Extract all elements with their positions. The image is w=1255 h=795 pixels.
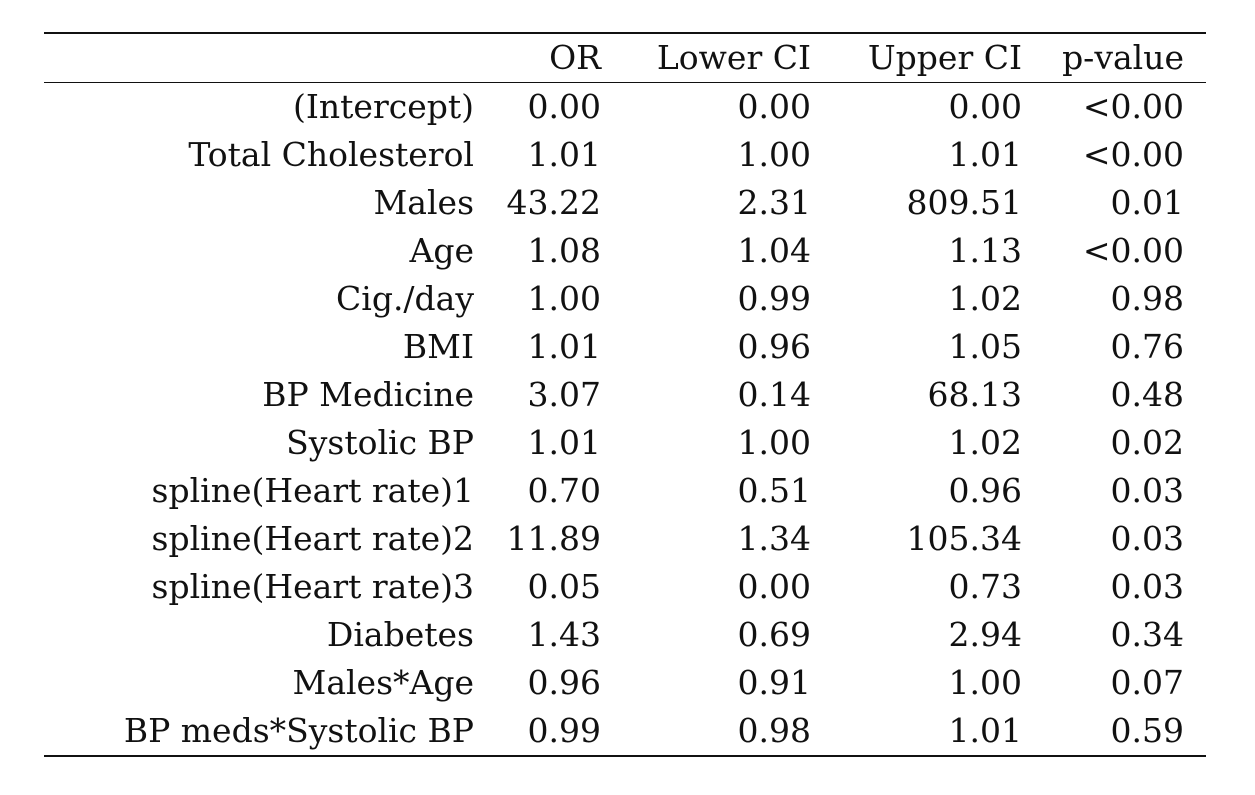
cell-upper-ci: 1.00: [948, 663, 1022, 702]
cell-lower-ci: 0.00: [737, 87, 811, 126]
cell-p-value: <0.00: [1082, 135, 1184, 174]
header-cell-or: OR: [549, 38, 601, 77]
cell-lower-ci: 1.00: [737, 135, 811, 174]
cell-upper-ci: 0.00: [948, 87, 1022, 126]
cell-p-value: 0.03: [1110, 471, 1184, 510]
row-label: Males: [373, 183, 474, 222]
cell-or: 0.00: [527, 87, 601, 126]
cell-lower-ci: 0.99: [737, 279, 811, 318]
cell-lower-ci: 1.00: [737, 423, 811, 462]
cell-or: 0.70: [527, 471, 601, 510]
row-label: BP Medicine: [262, 375, 474, 414]
table-row: Age 1.08 1.04 1.13 <0.00: [44, 227, 1206, 275]
table-row: (Intercept) 0.00 0.00 0.00 <0.00: [44, 83, 1206, 132]
table-body: (Intercept) 0.00 0.00 0.00 <0.00 Total Choles…: [44, 83, 1206, 756]
cell-upper-ci: 1.02: [948, 279, 1022, 318]
cell-upper-ci: 1.01: [948, 135, 1022, 174]
cell-lower-ci: 1.34: [737, 519, 811, 558]
header-row: OR Lower CI Upper CI p-value: [44, 33, 1206, 83]
cell-lower-ci: 0.69: [737, 615, 811, 654]
row-label: Cig./day: [336, 279, 474, 318]
row-label: spline(Heart rate)1: [151, 471, 474, 510]
cell-or: 0.05: [527, 567, 601, 606]
cell-upper-ci: 1.02: [948, 423, 1022, 462]
table-row: BP Medicine 3.07 0.14 68.13 0.48: [44, 371, 1206, 419]
cell-lower-ci: 0.51: [737, 471, 811, 510]
cell-or: 0.99: [527, 711, 601, 750]
table-row: spline(Heart rate)2 11.89 1.34 105.34 0.03: [44, 515, 1206, 563]
table-row: Systolic BP 1.01 1.00 1.02 0.02: [44, 419, 1206, 467]
cell-lower-ci: 0.96: [737, 327, 811, 366]
cell-lower-ci: 1.04: [737, 231, 811, 270]
cell-upper-ci: 809.51: [906, 183, 1022, 222]
table-row: BP meds*Systolic BP 0.99 0.98 1.01 0.59: [44, 707, 1206, 756]
table-row: BMI 1.01 0.96 1.05 0.76: [44, 323, 1206, 371]
cell-or: 1.01: [527, 423, 601, 462]
table-row: spline(Heart rate)3 0.05 0.00 0.73 0.03: [44, 563, 1206, 611]
header-cell-upper-ci: Upper CI: [867, 38, 1022, 77]
cell-p-value: 0.59: [1110, 711, 1184, 750]
cell-upper-ci: 68.13: [927, 375, 1022, 414]
cell-or: 0.96: [527, 663, 601, 702]
cell-or: 1.01: [527, 135, 601, 174]
row-label: spline(Heart rate)2: [151, 519, 474, 558]
cell-or: 1.43: [527, 615, 601, 654]
cell-or: 3.07: [527, 375, 601, 414]
table-row: Diabetes 1.43 0.69 2.94 0.34: [44, 611, 1206, 659]
table-row: Total Cholesterol 1.01 1.00 1.01 <0.00: [44, 131, 1206, 179]
cell-p-value: 0.76: [1110, 327, 1184, 366]
cell-upper-ci: 1.01: [948, 711, 1022, 750]
row-label: Total Cholesterol: [188, 135, 474, 174]
cell-or: 1.01: [527, 327, 601, 366]
row-label: spline(Heart rate)3: [151, 567, 474, 606]
cell-p-value: <0.00: [1082, 87, 1184, 126]
table-header: OR Lower CI Upper CI p-value: [44, 33, 1206, 83]
row-label: Age: [409, 231, 475, 270]
table-row: spline(Heart rate)1 0.70 0.51 0.96 0.03: [44, 467, 1206, 515]
cell-p-value: 0.07: [1110, 663, 1184, 702]
cell-lower-ci: 0.00: [737, 567, 811, 606]
cell-p-value: 0.98: [1110, 279, 1184, 318]
cell-upper-ci: 1.05: [948, 327, 1022, 366]
row-label: BP meds*Systolic BP: [123, 711, 474, 750]
row-label: (Intercept): [292, 87, 474, 126]
table-row: Cig./day 1.00 0.99 1.02 0.98: [44, 275, 1206, 323]
cell-p-value: 0.01: [1110, 183, 1184, 222]
row-label: Systolic BP: [286, 423, 474, 462]
cell-p-value: 0.48: [1110, 375, 1184, 414]
cell-lower-ci: 0.91: [737, 663, 811, 702]
cell-lower-ci: 2.31: [737, 183, 811, 222]
row-label: Diabetes: [326, 615, 474, 654]
header-cell-variable: [44, 33, 474, 83]
row-label: BMI: [402, 327, 474, 366]
cell-or: 11.89: [506, 519, 601, 558]
cell-p-value: 0.34: [1110, 615, 1184, 654]
cell-upper-ci: 105.34: [906, 519, 1022, 558]
cell-p-value: 0.03: [1110, 519, 1184, 558]
cell-or: 1.08: [527, 231, 601, 270]
odds-ratio-table: OR Lower CI Upper CI p-value (Intercept)…: [44, 32, 1206, 757]
cell-p-value: 0.02: [1110, 423, 1184, 462]
header-cell-lower-ci: Lower CI: [656, 38, 811, 77]
cell-upper-ci: 0.73: [948, 567, 1022, 606]
cell-or: 43.22: [506, 183, 601, 222]
cell-upper-ci: 1.13: [948, 231, 1022, 270]
table-row: Males*Age 0.96 0.91 1.00 0.07: [44, 659, 1206, 707]
regression-table-container: OR Lower CI Upper CI p-value (Intercept)…: [44, 32, 1206, 757]
table-row: Males 43.22 2.31 809.51 0.01: [44, 179, 1206, 227]
cell-or: 1.00: [527, 279, 601, 318]
header-cell-p-value: p-value: [1062, 38, 1184, 77]
row-label: Males*Age: [292, 663, 474, 702]
cell-lower-ci: 0.14: [737, 375, 811, 414]
cell-upper-ci: 0.96: [948, 471, 1022, 510]
cell-upper-ci: 2.94: [948, 615, 1022, 654]
cell-p-value: 0.03: [1110, 567, 1184, 606]
cell-lower-ci: 0.98: [737, 711, 811, 750]
cell-p-value: <0.00: [1082, 231, 1184, 270]
